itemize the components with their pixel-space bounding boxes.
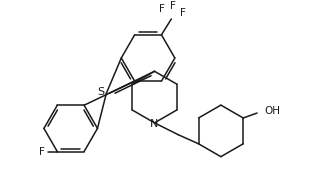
- Text: F: F: [180, 8, 186, 18]
- Text: F: F: [158, 4, 164, 14]
- Text: F: F: [39, 147, 45, 157]
- Text: F: F: [170, 1, 176, 11]
- Text: N: N: [150, 119, 159, 129]
- Text: S: S: [97, 87, 104, 97]
- Text: OH: OH: [264, 106, 280, 116]
